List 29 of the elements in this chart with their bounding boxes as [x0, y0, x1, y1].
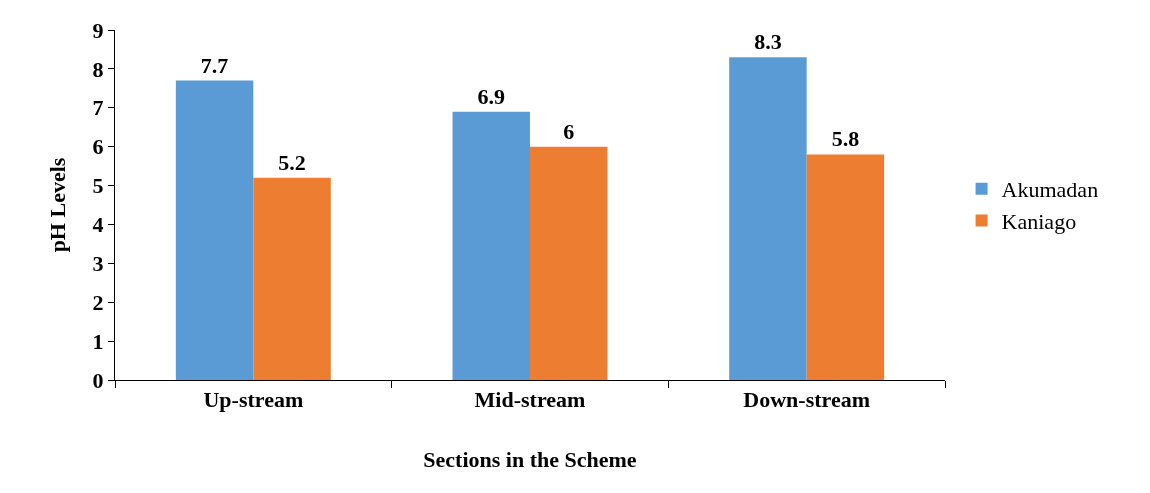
y-tick-label: 0: [92, 367, 104, 393]
bar: [729, 57, 807, 380]
y-tick-label: 7: [92, 95, 104, 121]
y-tick-label: 3: [92, 251, 104, 277]
data-label: 7.7: [200, 52, 229, 78]
data-label: 6.9: [477, 83, 506, 109]
y-tick-label: 1: [92, 328, 104, 354]
legend-label: Akumadan: [1001, 177, 1099, 203]
data-label: 5.2: [278, 149, 306, 175]
bar: [175, 80, 254, 380]
x-tick-label: Down-stream: [743, 387, 871, 413]
y-tick-label: 5: [92, 173, 104, 199]
y-tick-label: 6: [92, 134, 104, 160]
x-axis-title: Sections in the Scheme: [423, 447, 637, 473]
y-tick-label: 9: [92, 17, 104, 43]
y-tick-label: 8: [92, 56, 104, 82]
bar: [530, 146, 608, 380]
bar: [253, 177, 331, 380]
bar: [452, 111, 530, 380]
x-tick-label: Up-stream: [203, 387, 304, 413]
y-axis-title: pH Levels: [45, 157, 71, 253]
legend-label: Kaniago: [1001, 208, 1077, 234]
data-label: 8.3: [754, 29, 782, 55]
bar: [806, 154, 885, 380]
data-label: 6: [563, 118, 575, 144]
y-tick-label: 2: [92, 289, 104, 315]
y-tick-label: 4: [92, 212, 104, 238]
data-label: 5.8: [831, 126, 860, 152]
x-tick-label: Mid-stream: [474, 387, 586, 413]
